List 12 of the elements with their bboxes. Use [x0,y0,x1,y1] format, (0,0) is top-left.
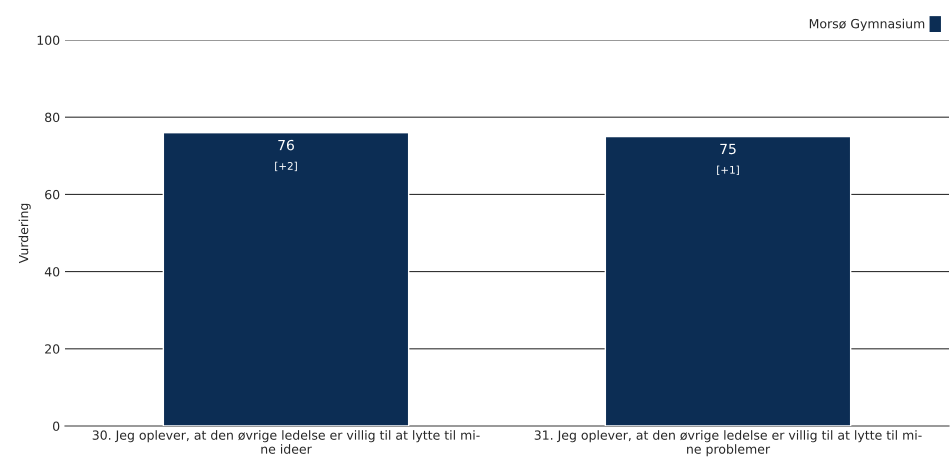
y-axis-title: Vurdering [18,204,31,264]
x-tick-label: 30. Jeg oplever, at den øvrige ledelse er villig til at lytte til mi- ne ideer [92,430,480,454]
y-tick-label: 80 [45,112,60,122]
legend-label: Morsø Gymnasium [810,18,924,31]
x-tick-label: 31. Jeg oplever, at den øvrige ledelse er villig til at lytte til mi- ne problemer [534,430,922,456]
data-label: 76 [+2] [275,140,297,172]
y-tick-label: 100 [38,35,60,45]
data-label: 75 [+1] [717,144,739,175]
y-tick-label: 20 [45,344,60,354]
y-tick-label: 0 [53,421,60,431]
y-tick-label: 60 [45,190,60,200]
y-tick-label: 40 [44,267,60,277]
